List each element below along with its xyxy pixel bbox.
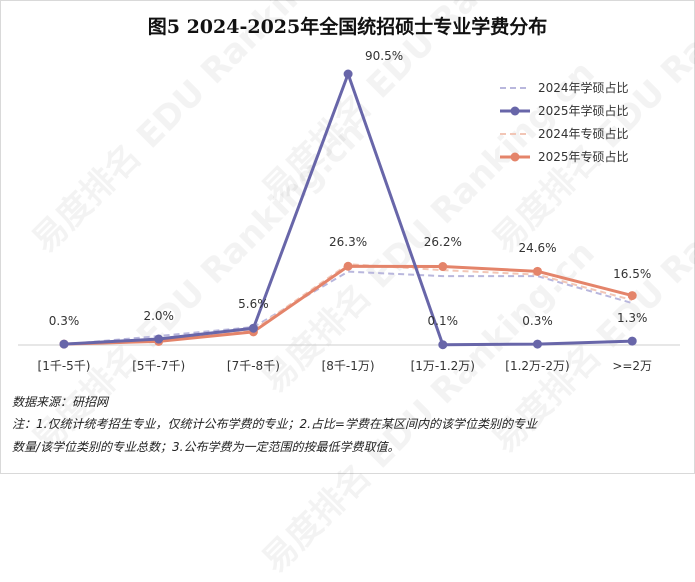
data-point [154, 334, 164, 344]
legend-label: 2024年学硕占比 [538, 80, 629, 95]
data-label: 24.6% [518, 241, 556, 255]
x-tick-label: [1.2万-2万) [505, 359, 569, 373]
data-point [248, 323, 258, 333]
legend-label: 2025年专硕占比 [538, 149, 629, 164]
x-tick-label: >=2万 [612, 359, 652, 373]
data-point [627, 291, 637, 301]
data-point [438, 262, 448, 272]
data-label: 16.5% [613, 267, 651, 281]
data-point [438, 340, 448, 350]
legend-marker [510, 152, 520, 162]
x-tick-label: [1千-5千) [38, 359, 91, 373]
data-point [533, 339, 542, 349]
data-point [59, 339, 69, 349]
x-tick-label: [1万-1.2万) [411, 359, 475, 373]
legend-label: 2025年学硕占比 [538, 103, 629, 118]
data-label: 90.5% [365, 49, 403, 63]
data-label: 26.3% [329, 235, 367, 249]
note-line-2: 数量/该学位类别的专业总数；3.公布学费为一定范围的按最低学费取值。 [12, 440, 400, 454]
data-label: 2.0% [143, 309, 174, 323]
data-point [533, 266, 542, 276]
data-label: 0.1% [428, 314, 459, 328]
note-line-1: 注：1.仅统计统考招生专业，仅统计公布学费的专业；2.占比=学费在某区间内的该学… [12, 417, 537, 431]
legend-marker [510, 106, 520, 116]
chart-title: 图5 2024-2025年全国统招硕士专业学费分布 [147, 16, 548, 38]
data-label: 0.3% [49, 314, 80, 328]
data-label: 0.3% [522, 314, 553, 328]
series-line [63, 263, 633, 346]
data-point [343, 69, 353, 79]
data-point [343, 261, 353, 271]
x-tick-label: [5千-7千) [132, 359, 185, 373]
data-source: 数据来源：研招网 [12, 395, 109, 409]
line-chart: [1千-5千) [5千-7千) [7千-8千) [8千-1万) [1万-1.2万) [1.… [18, 49, 680, 373]
x-tick-label: [8千-1万) [322, 359, 375, 373]
x-tick-label: [7千-8千) [227, 359, 280, 373]
data-label: 1.3% [617, 311, 648, 325]
data-label: 26.2% [424, 235, 462, 249]
data-point [627, 336, 637, 346]
legend-label: 2024年专硕占比 [538, 126, 629, 141]
data-label: 5.6% [238, 297, 269, 311]
